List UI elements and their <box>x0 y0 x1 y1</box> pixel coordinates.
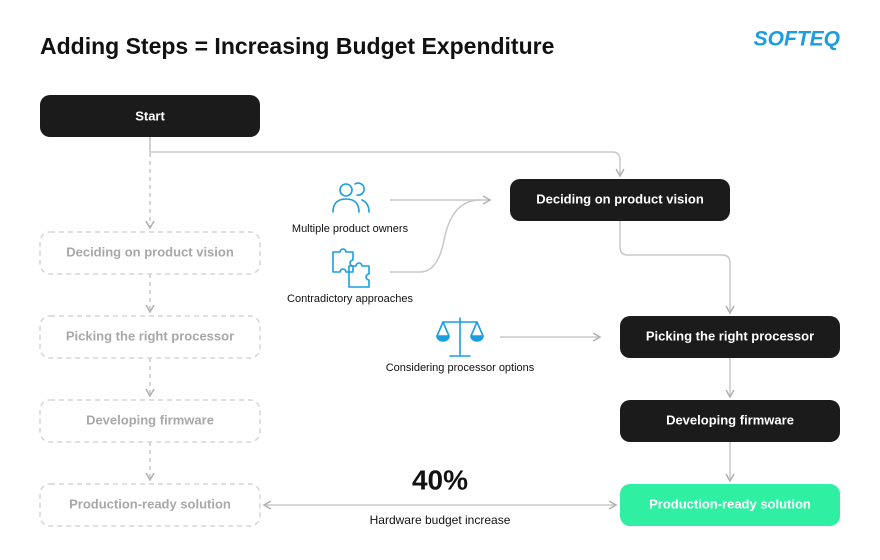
metric-value: 40% <box>412 464 468 495</box>
dashed-step <box>39 399 261 443</box>
right-steps: Deciding on product vision Picking the ri… <box>510 179 840 526</box>
scales-icon <box>436 317 484 357</box>
step <box>620 484 840 526</box>
left-steps: Deciding on product vision Picking the ri… <box>39 231 261 527</box>
step-label: Picking the right processor <box>66 328 234 343</box>
factor-label: Contradictory approaches <box>287 293 413 305</box>
people-icon <box>332 182 370 213</box>
logo: SOFTEQ <box>754 28 840 51</box>
step-label: Deciding on product vision <box>66 244 234 259</box>
right-connectors <box>149 137 735 510</box>
factor-label: Multiple product owners <box>292 223 409 235</box>
step-label: Developing firmware <box>666 412 794 427</box>
step-label: Deciding on product vision <box>536 191 704 206</box>
step-label: Developing firmware <box>86 412 214 427</box>
metric-label: Hardware budget increase <box>370 513 511 527</box>
step-label: Production-ready solution <box>69 496 231 511</box>
dashed-step <box>39 315 261 359</box>
dashed-step <box>39 231 261 275</box>
start-label: Start <box>135 108 165 123</box>
step-label: Picking the right processor <box>646 328 814 343</box>
step <box>620 316 840 358</box>
puzzle-icon <box>332 248 370 288</box>
step <box>510 179 730 221</box>
step-label: Production-ready solution <box>649 496 811 511</box>
start-node <box>40 95 260 137</box>
title: Adding Steps = Increasing Budget Expendi… <box>40 33 554 59</box>
dashed-step <box>39 483 261 527</box>
factor-label: Considering processor options <box>386 362 535 374</box>
step <box>620 400 840 442</box>
